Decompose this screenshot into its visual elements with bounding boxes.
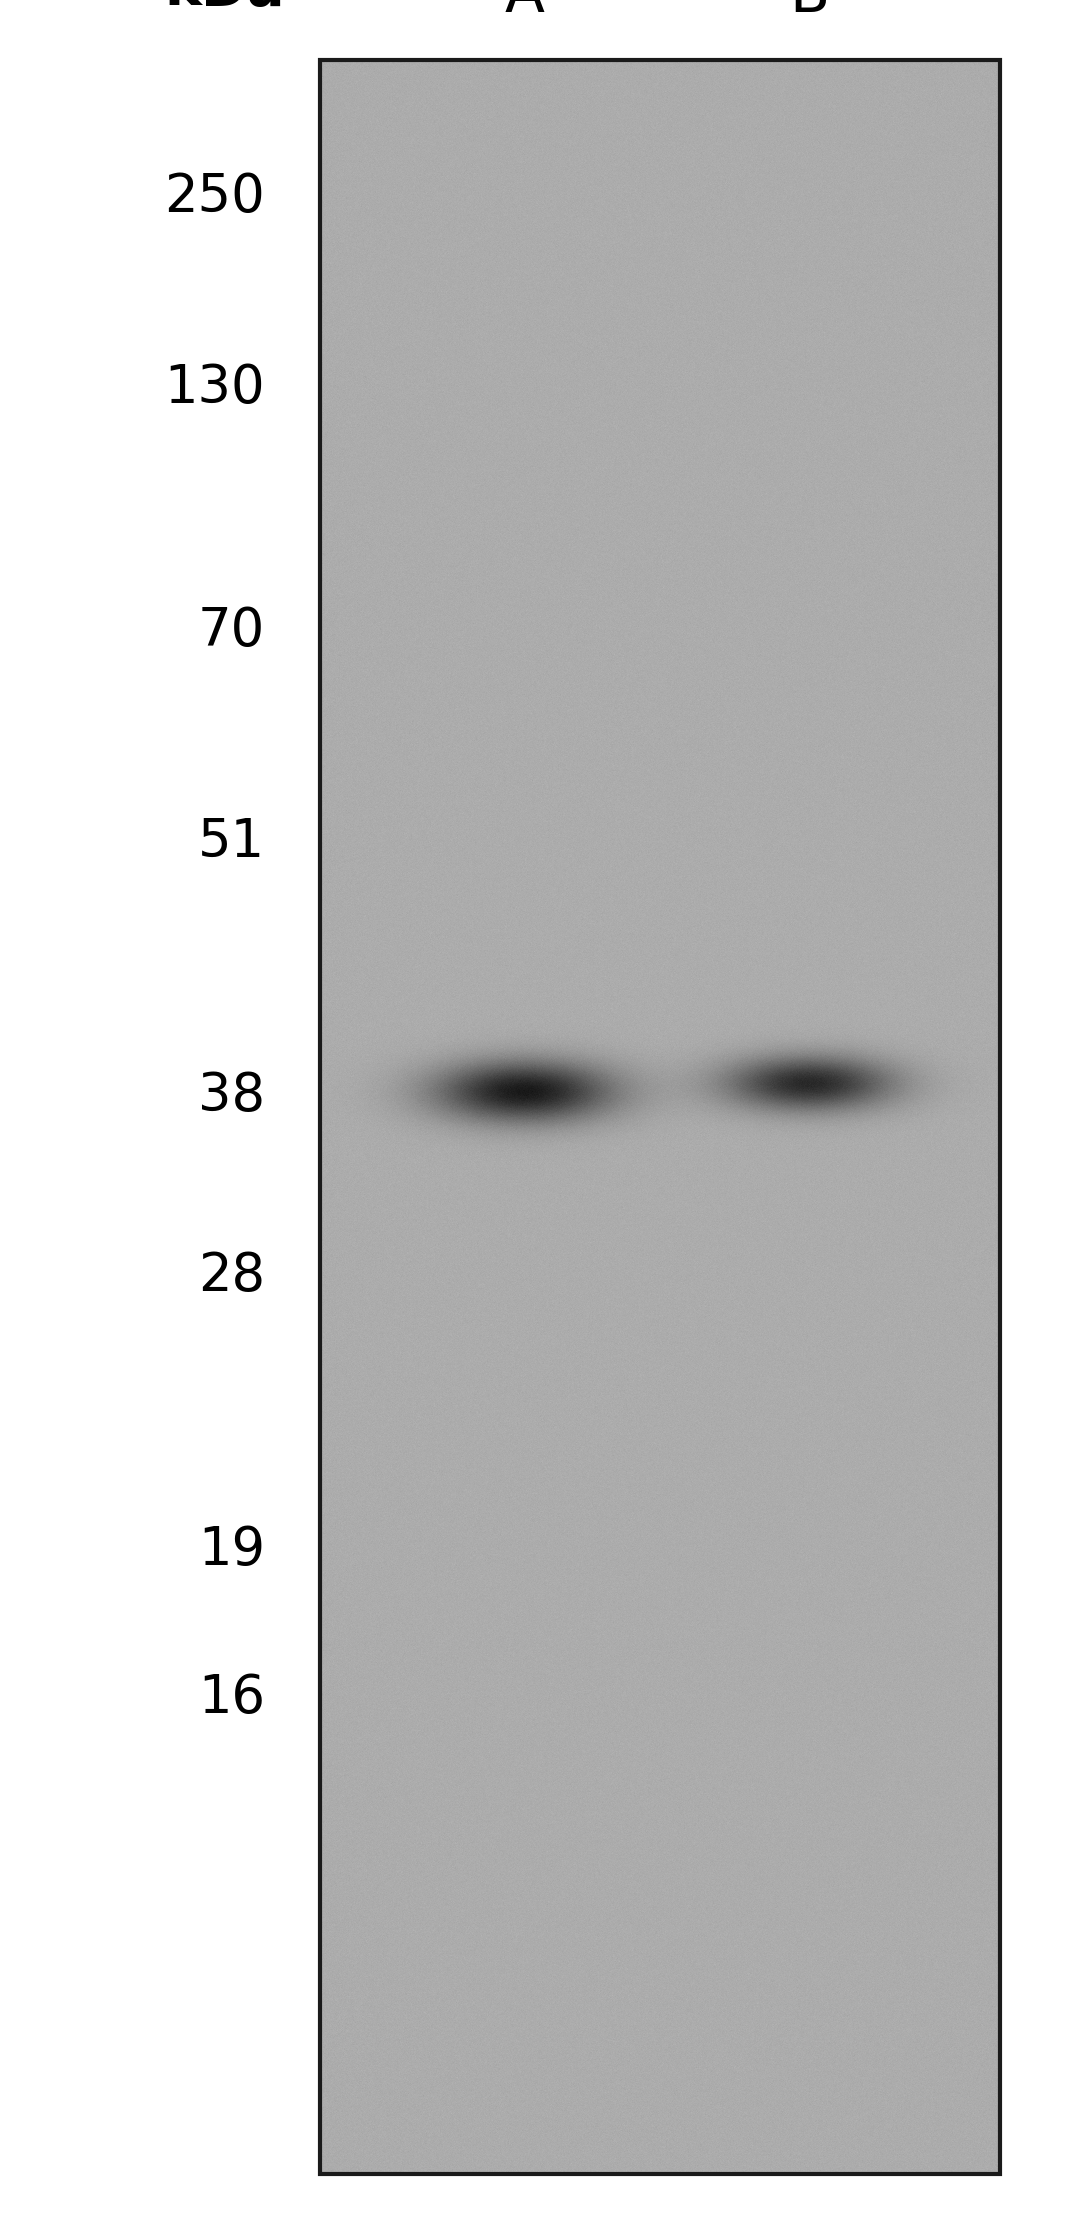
Text: 250: 250 <box>164 172 265 223</box>
Text: 28: 28 <box>198 1250 265 1302</box>
Text: 16: 16 <box>198 1672 265 1725</box>
Text: A: A <box>504 0 544 25</box>
Text: 130: 130 <box>164 361 265 415</box>
Text: 70: 70 <box>198 604 265 658</box>
Text: B: B <box>789 0 829 25</box>
Bar <box>320 60 1000 2173</box>
Text: 51: 51 <box>198 816 265 867</box>
Text: 19: 19 <box>198 1525 265 1576</box>
Text: kDa: kDa <box>165 0 285 18</box>
Text: 38: 38 <box>198 1070 265 1121</box>
